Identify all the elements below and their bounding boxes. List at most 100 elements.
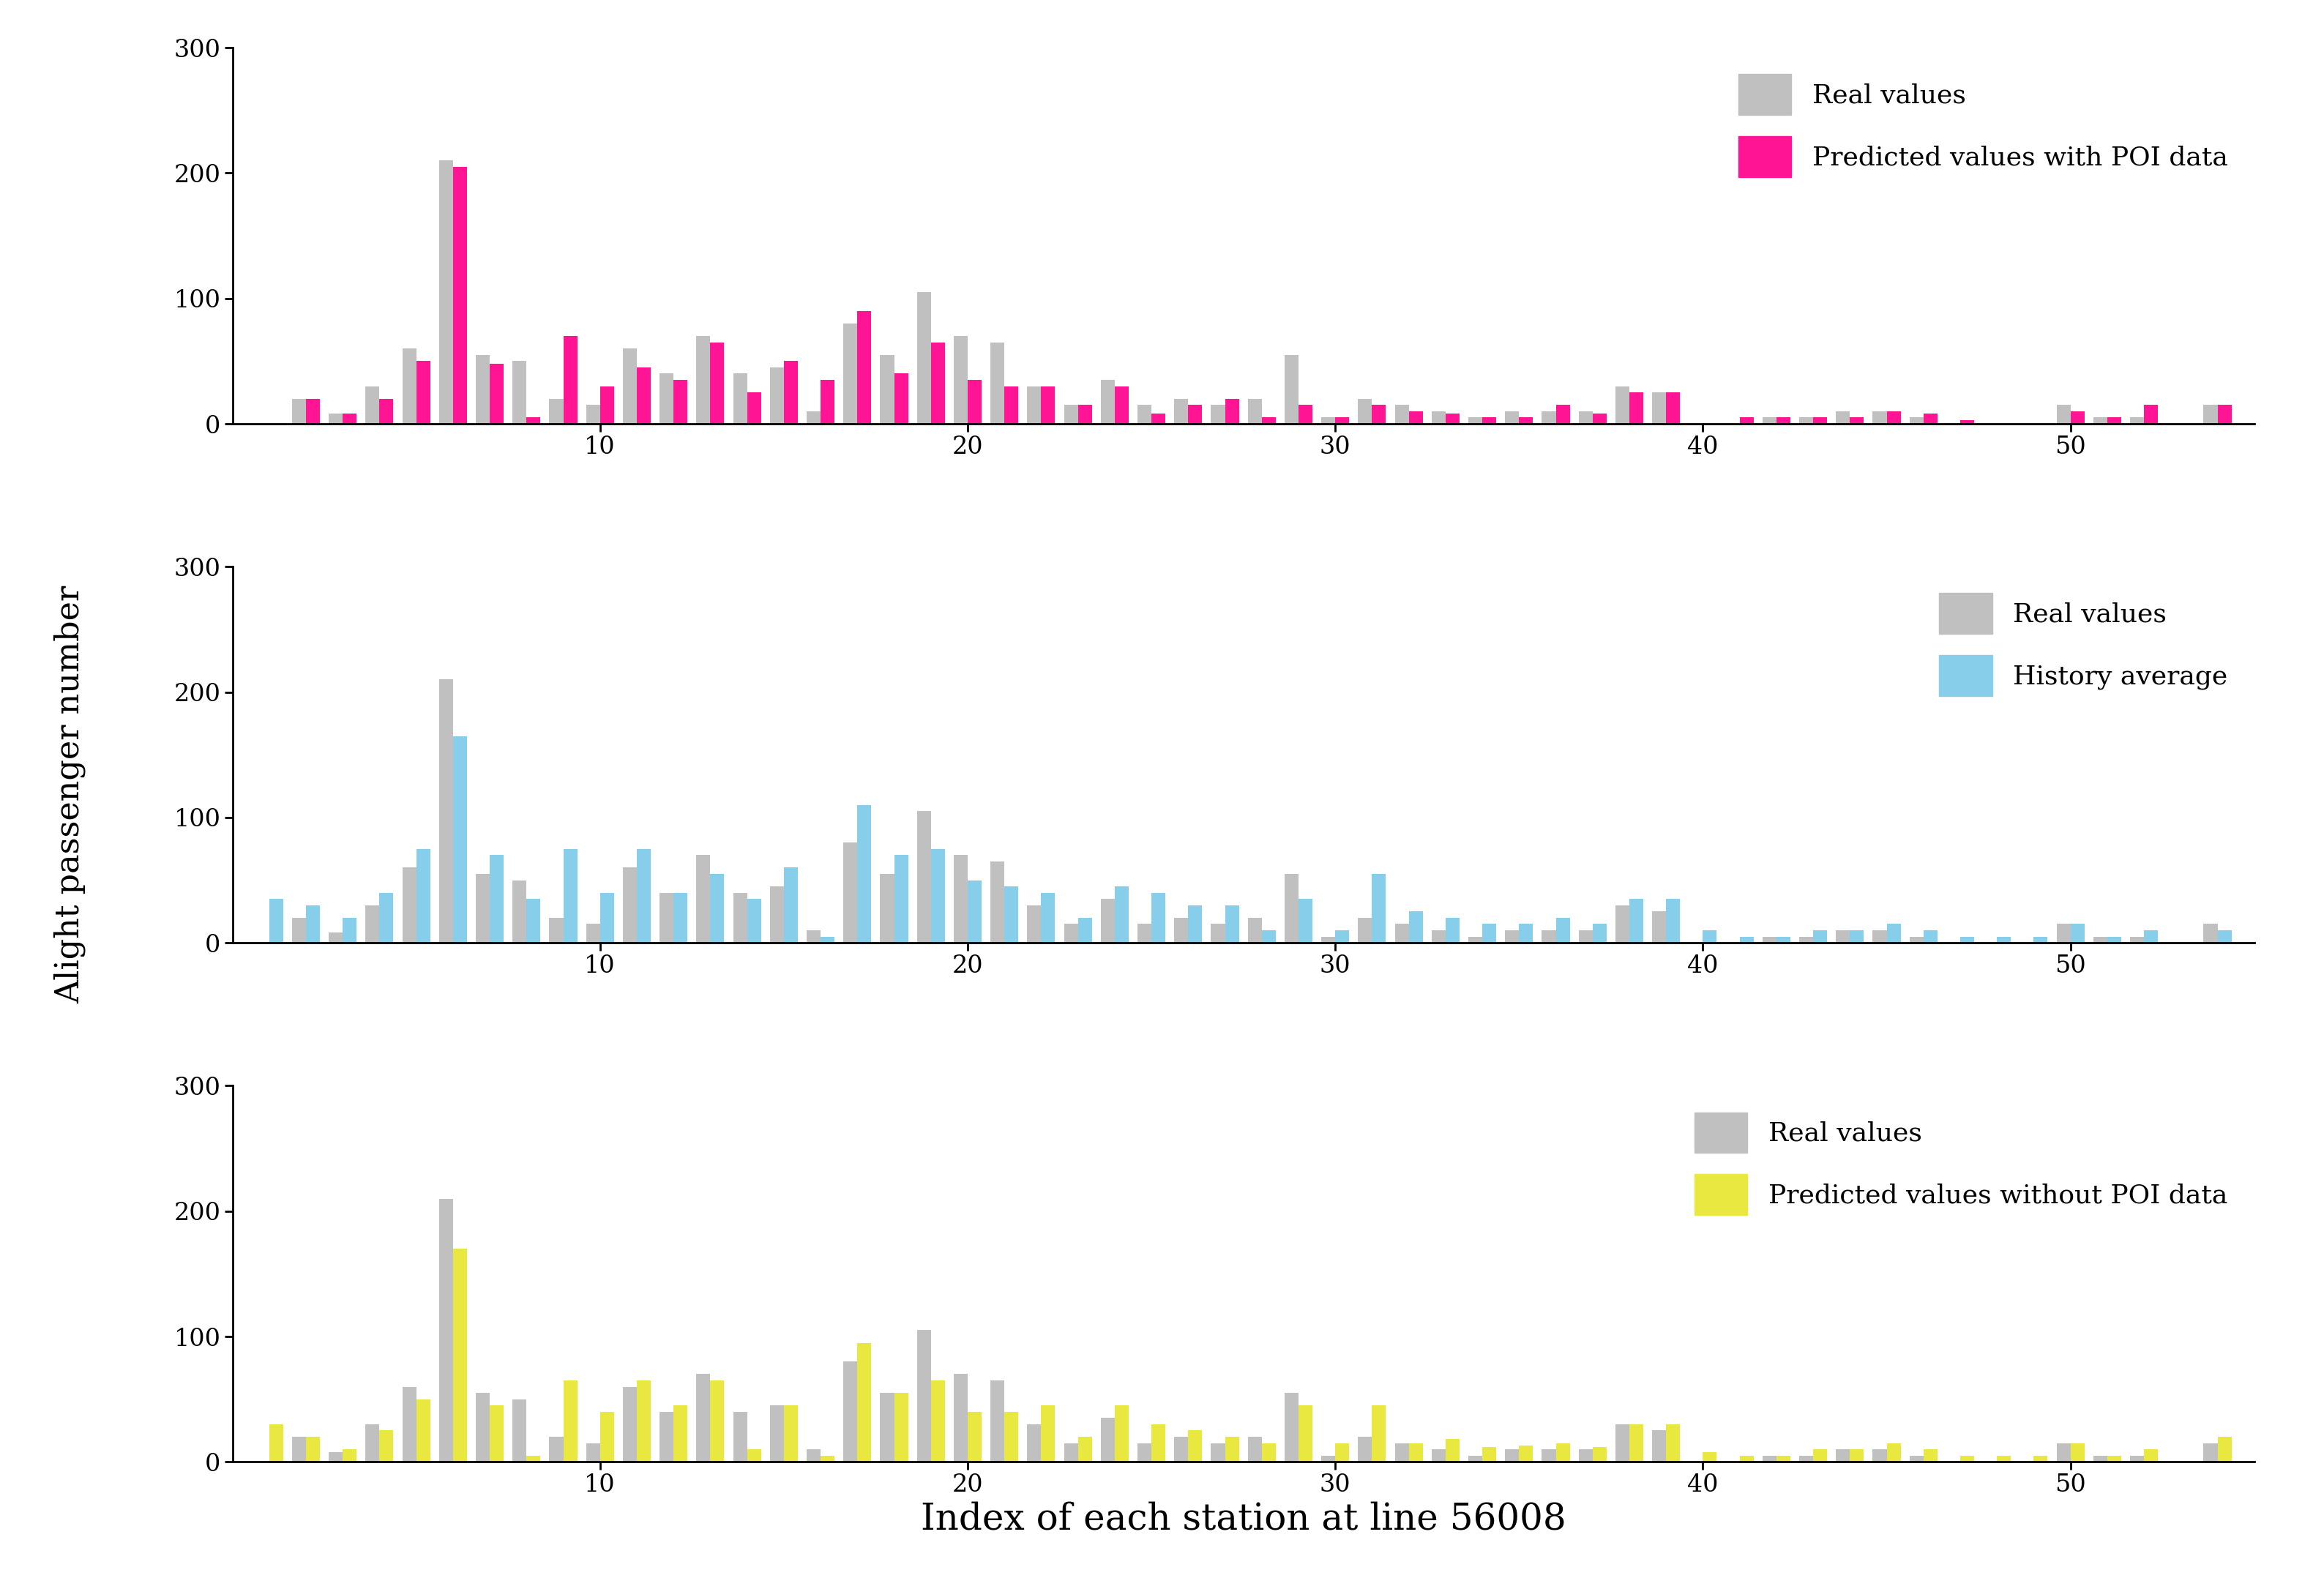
Bar	[548, 399, 562, 424]
Bar	[307, 906, 321, 942]
Bar	[1615, 386, 1629, 424]
Bar	[562, 849, 576, 942]
Bar	[1924, 413, 1938, 424]
Bar	[2108, 936, 2122, 942]
Bar	[918, 292, 932, 424]
Bar	[1248, 399, 1262, 424]
Bar	[1078, 918, 1092, 942]
Bar	[293, 918, 307, 942]
Bar	[1211, 405, 1225, 424]
Bar	[1520, 925, 1534, 942]
Bar	[990, 1381, 1004, 1462]
Bar	[379, 1430, 393, 1462]
Bar	[1520, 1446, 1534, 1462]
Bar	[293, 1436, 307, 1462]
Bar	[600, 1411, 614, 1462]
Bar	[1652, 1430, 1666, 1462]
Bar	[1285, 874, 1299, 942]
Bar	[1741, 418, 1755, 424]
Bar	[769, 367, 783, 424]
Bar	[548, 1436, 562, 1462]
Bar	[1446, 1440, 1459, 1462]
Bar	[490, 855, 504, 942]
Bar	[2203, 405, 2217, 424]
Bar	[746, 899, 760, 942]
Bar	[1408, 1443, 1422, 1462]
Bar	[932, 342, 946, 424]
Bar	[1836, 412, 1850, 424]
Bar	[711, 342, 725, 424]
Bar	[1652, 912, 1666, 942]
Bar	[1150, 1424, 1164, 1462]
Bar	[1666, 899, 1680, 942]
Bar	[1703, 930, 1717, 942]
Bar	[1357, 1436, 1371, 1462]
Bar	[858, 1343, 872, 1462]
Bar	[990, 861, 1004, 942]
Bar	[932, 1381, 946, 1462]
Bar	[1483, 1448, 1497, 1462]
Bar	[1924, 930, 1938, 942]
Bar	[932, 849, 946, 942]
Bar	[2217, 1436, 2231, 1462]
Bar	[490, 364, 504, 424]
Bar	[660, 893, 674, 942]
Bar	[623, 868, 637, 942]
Bar	[1666, 1424, 1680, 1462]
Bar	[328, 413, 342, 424]
Bar	[1211, 925, 1225, 942]
Bar	[307, 1436, 321, 1462]
Bar	[1188, 906, 1202, 942]
Bar	[2108, 418, 2122, 424]
Bar	[1541, 412, 1555, 424]
Bar	[1555, 405, 1569, 424]
Bar	[660, 1411, 674, 1462]
Bar	[1910, 936, 1924, 942]
Bar	[1262, 418, 1276, 424]
Bar	[1836, 930, 1850, 942]
Bar	[1776, 418, 1789, 424]
Bar	[769, 887, 783, 942]
Bar	[1322, 936, 1336, 942]
Bar	[1469, 936, 1483, 942]
Bar	[2057, 405, 2071, 424]
Bar	[1432, 930, 1446, 942]
Bar	[270, 1424, 284, 1462]
Bar	[1299, 405, 1313, 424]
Bar	[2057, 1443, 2071, 1462]
Bar	[637, 849, 651, 942]
Bar	[881, 354, 895, 424]
Bar	[895, 855, 909, 942]
Bar	[1629, 1424, 1643, 1462]
Bar	[844, 842, 858, 942]
Bar	[1850, 1449, 1864, 1462]
Bar	[476, 874, 490, 942]
Bar	[1615, 906, 1629, 942]
Bar	[1357, 918, 1371, 942]
Bar	[674, 380, 688, 424]
Bar	[1027, 1424, 1041, 1462]
Bar	[1262, 930, 1276, 942]
Bar	[439, 1198, 453, 1462]
Bar	[1910, 418, 1924, 424]
Bar	[365, 906, 379, 942]
Bar	[2145, 930, 2159, 942]
Bar	[562, 1381, 576, 1462]
Bar	[783, 868, 797, 942]
Bar	[1776, 936, 1789, 942]
Bar	[1174, 918, 1188, 942]
Bar	[2108, 1456, 2122, 1462]
Bar	[1299, 1405, 1313, 1462]
Bar	[806, 930, 820, 942]
Bar	[820, 936, 834, 942]
Bar	[1285, 1394, 1299, 1462]
Bar	[402, 868, 416, 942]
Bar	[586, 405, 600, 424]
Bar	[1578, 1449, 1592, 1462]
Bar	[514, 880, 528, 942]
Bar	[365, 386, 379, 424]
Bar	[1041, 1405, 1055, 1462]
Bar	[674, 893, 688, 942]
Bar	[328, 933, 342, 942]
Bar	[2203, 925, 2217, 942]
